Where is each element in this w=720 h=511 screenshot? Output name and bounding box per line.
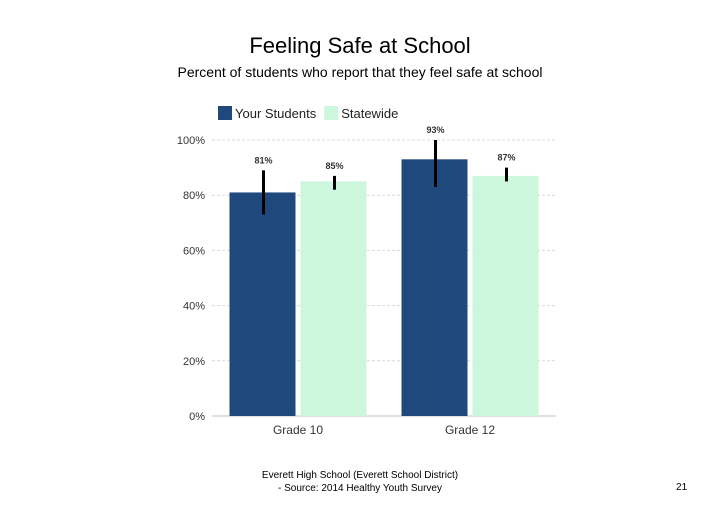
data-label: 85% [325, 161, 343, 171]
y-tick-label: 0% [189, 411, 205, 423]
legend-swatch [324, 106, 339, 120]
chart-title: Feeling Safe at School [249, 33, 471, 58]
bar [300, 181, 367, 416]
bar [401, 159, 468, 416]
y-tick-label: 20% [183, 356, 205, 368]
y-tick-label: 60% [183, 245, 205, 257]
page-number: 21 [676, 482, 688, 493]
y-tick-label: 40% [183, 301, 205, 313]
chart-subtitle: Percent of students who report that they… [177, 64, 543, 80]
bar [229, 192, 296, 416]
data-label: 81% [254, 155, 272, 165]
footer-source: - Source: 2014 Healthy Youth Survey [278, 483, 442, 494]
data-label: 93% [426, 125, 444, 135]
y-tick-label: 80% [183, 190, 205, 202]
legend-swatch [218, 106, 232, 120]
x-tick-label: Grade 12 [445, 423, 495, 437]
x-tick-label: Grade 10 [273, 423, 323, 437]
legend-label: Statewide [341, 106, 398, 121]
bar [472, 175, 539, 416]
data-label: 87% [497, 153, 515, 163]
legend-label: Your Students [235, 106, 317, 121]
y-tick-label: 100% [177, 135, 205, 147]
footer-school: Everett High School (Everett School Dist… [261, 470, 459, 481]
